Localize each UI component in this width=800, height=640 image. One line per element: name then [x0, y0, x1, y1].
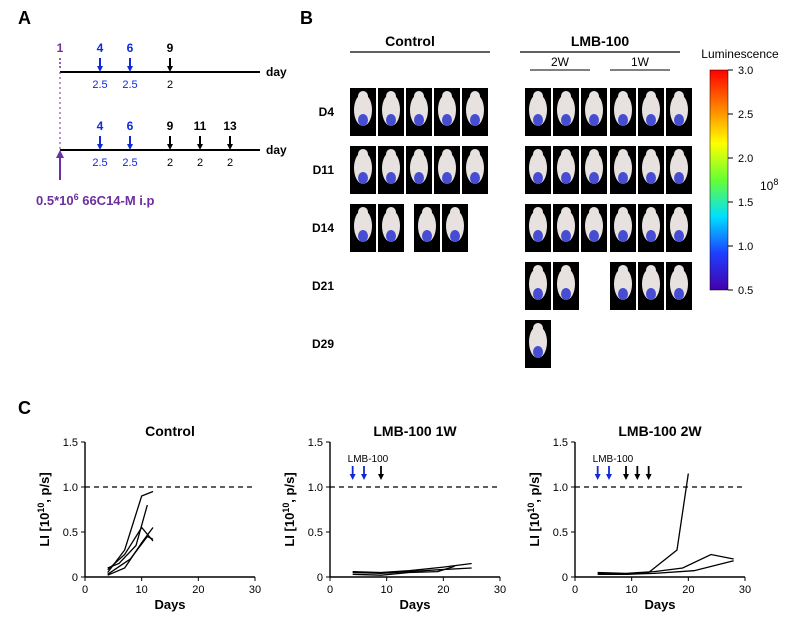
svg-text:0: 0 [327, 584, 333, 596]
svg-text:Days: Days [399, 597, 430, 612]
svg-text:20: 20 [192, 584, 204, 596]
svg-text:0: 0 [82, 584, 88, 596]
panel-label-b: B [300, 8, 313, 29]
svg-text:2.5: 2.5 [92, 157, 107, 169]
svg-text:30: 30 [739, 584, 751, 596]
svg-text:2.5: 2.5 [122, 79, 137, 91]
svg-text:LI [1010, p/s]: LI [1010, p/s] [36, 472, 52, 546]
svg-text:30: 30 [494, 584, 506, 596]
svg-text:2.5: 2.5 [122, 157, 137, 169]
panel-b-container: Control LMB-1002W 1W D4 D11 D14 D21 D29 Luminesc… [310, 30, 790, 390]
svg-text:LI [1010, p/s]: LI [1010, p/s] [526, 472, 542, 546]
svg-text:day: day [266, 65, 287, 79]
svg-text:LMB-100: LMB-100 [571, 33, 630, 49]
svg-text:1W: 1W [631, 55, 650, 69]
svg-text:20: 20 [682, 584, 694, 596]
svg-text:D11: D11 [313, 163, 335, 177]
svg-text:108: 108 [760, 177, 778, 193]
svg-text:0: 0 [317, 572, 323, 584]
svg-text:1.0: 1.0 [308, 482, 323, 494]
svg-text:0: 0 [572, 584, 578, 596]
svg-text:1.5: 1.5 [63, 437, 78, 449]
svg-text:Days: Days [644, 597, 675, 612]
svg-text:1.0: 1.0 [553, 482, 568, 494]
svg-text:0.5: 0.5 [63, 527, 78, 539]
svg-text:1.5: 1.5 [553, 437, 568, 449]
svg-text:20: 20 [437, 584, 449, 596]
svg-text:2: 2 [167, 157, 173, 169]
svg-text:2: 2 [227, 157, 233, 169]
svg-text:13: 13 [223, 119, 237, 133]
svg-text:6: 6 [127, 41, 134, 55]
svg-text:Control: Control [145, 423, 195, 439]
svg-text:2W: 2W [551, 55, 570, 69]
svg-text:2.0: 2.0 [738, 153, 753, 165]
svg-text:0: 0 [72, 572, 78, 584]
svg-text:D14: D14 [312, 221, 334, 235]
svg-text:6: 6 [127, 119, 134, 133]
svg-text:Luminescence: Luminescence [701, 47, 779, 61]
svg-text:1.5: 1.5 [308, 437, 323, 449]
svg-text:0: 0 [562, 572, 568, 584]
svg-text:1.5: 1.5 [738, 197, 753, 209]
svg-text:1: 1 [57, 41, 64, 55]
svg-text:4: 4 [97, 119, 104, 133]
svg-text:30: 30 [249, 584, 261, 596]
svg-text:0.5: 0.5 [553, 527, 568, 539]
panel-label-a: A [18, 8, 31, 29]
panel-a-diagram: day 1 4 6 9 2.5 2.5 2 day 4 6 9 11 13 2.5 2.5 2 2 2 0.5*106… [30, 30, 290, 230]
svg-text:D21: D21 [312, 279, 334, 293]
svg-text:LMB-100: LMB-100 [348, 454, 389, 465]
svg-text:LMB-100 1W: LMB-100 1W [373, 423, 457, 439]
svg-text:2: 2 [197, 157, 203, 169]
svg-text:Control: Control [385, 33, 435, 49]
svg-text:11: 11 [194, 119, 207, 133]
svg-text:4: 4 [97, 41, 104, 55]
svg-text:3.0: 3.0 [738, 65, 753, 77]
panel-c-container: Control 0 0.5 1.0 1.5 0 10 20 30 Days LI [1010, p/… [30, 420, 770, 630]
svg-text:Days: Days [154, 597, 185, 612]
svg-text:0.5: 0.5 [738, 285, 753, 297]
svg-text:LMB-100 2W: LMB-100 2W [618, 423, 702, 439]
svg-text:10: 10 [381, 584, 393, 596]
svg-text:D4: D4 [319, 105, 335, 119]
svg-text:2.5: 2.5 [92, 79, 107, 91]
panel-label-c: C [18, 398, 31, 419]
svg-text:9: 9 [167, 119, 174, 133]
svg-text:LI [1010, p/s]: LI [1010, p/s] [281, 472, 297, 546]
svg-text:1.0: 1.0 [63, 482, 78, 494]
svg-text:10: 10 [136, 584, 148, 596]
svg-text:D29: D29 [312, 337, 334, 351]
svg-text:9: 9 [167, 41, 174, 55]
svg-text:day: day [266, 143, 287, 157]
svg-text:0.5: 0.5 [308, 527, 323, 539]
svg-text:1.0: 1.0 [738, 241, 753, 253]
svg-text:2: 2 [167, 79, 173, 91]
svg-text:LMB-100: LMB-100 [593, 454, 634, 465]
svg-text:10: 10 [626, 584, 638, 596]
svg-text:2.5: 2.5 [738, 109, 753, 121]
svg-text:0.5*106 66C14-M i.p: 0.5*106 66C14-M i.p [36, 192, 155, 208]
